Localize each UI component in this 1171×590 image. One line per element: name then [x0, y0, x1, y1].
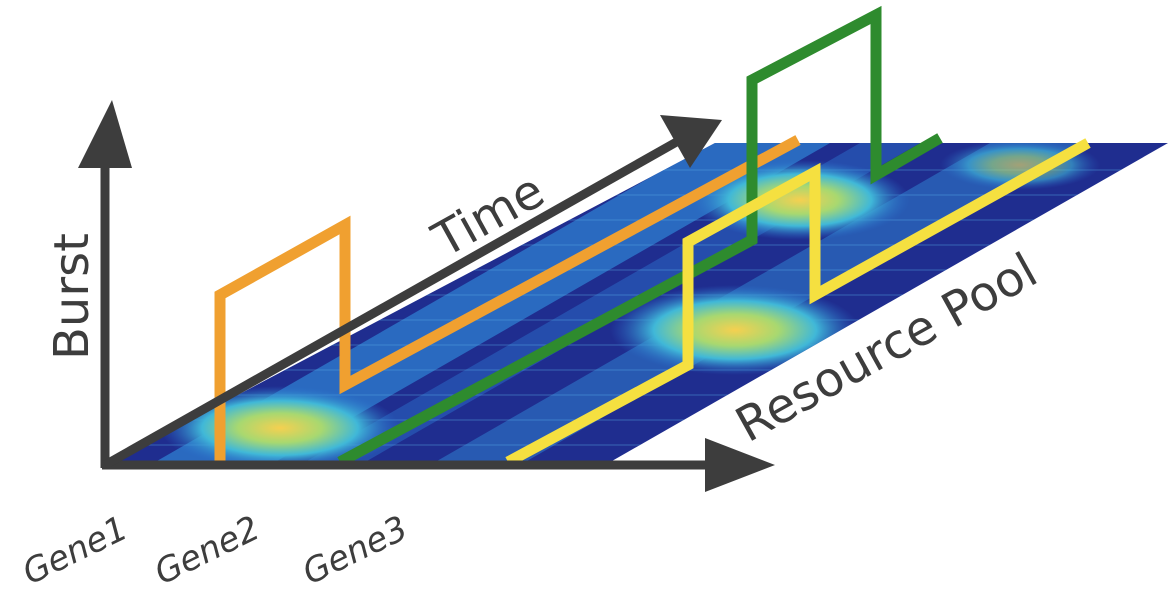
- gene3-label: Gene3: [296, 508, 414, 590]
- gene2-label: Gene2: [148, 508, 266, 590]
- gene1-trace: [214, 135, 801, 462]
- hotspot-gene3: [610, 285, 860, 375]
- hotspot-gene2: [690, 160, 910, 240]
- time-axis-arrowhead: [660, 115, 722, 168]
- axes: [78, 100, 775, 492]
- gene3-trace: [505, 138, 1091, 467]
- gene1-label: Gene1: [16, 508, 134, 590]
- resource-axis-arrowhead: [705, 438, 775, 492]
- burst-axis-label: Burst: [44, 233, 100, 360]
- burst-axis-arrowhead: [78, 100, 132, 168]
- hotspot-gene1: [160, 386, 400, 465]
- time-axis: [102, 136, 683, 469]
